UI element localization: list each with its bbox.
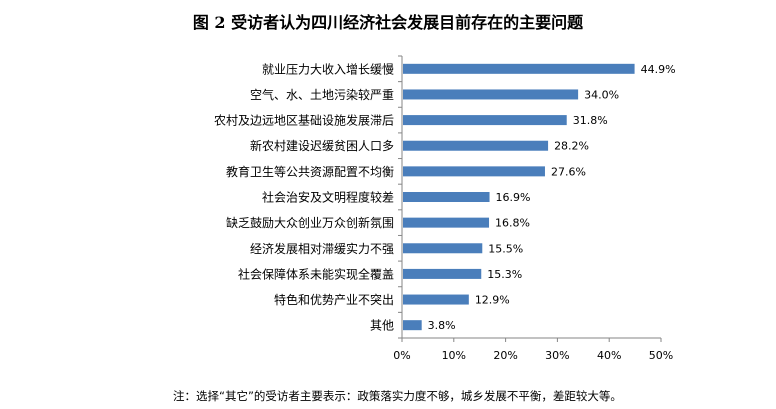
chart-footnote: 注：选择“其它”的受访者主要表示：政策落实力度不够，城乡发展不平衡，差距较大等。 [173, 389, 622, 403]
x-tick-label: 10% [442, 349, 466, 362]
category-label: 经济发展相对滞缓实力不强 [250, 241, 394, 256]
data-label: 12.9% [475, 294, 510, 307]
x-tick-label: 40% [597, 349, 621, 362]
category-label: 农村及边远地区基础设施发展滞后 [214, 113, 394, 128]
category-label: 社会治安及文明程度较差 [262, 190, 394, 205]
data-label: 28.2% [554, 140, 589, 153]
data-label: 44.9% [641, 63, 676, 76]
bar [403, 63, 635, 74]
bar [403, 89, 579, 100]
x-tick-label: 0% [393, 349, 410, 362]
x-tick-label: 50% [649, 349, 673, 362]
chart-title: 图 2 受访者认为四川经济社会发展目前存在的主要问题 [192, 13, 584, 32]
data-label: 27.6% [551, 165, 586, 178]
bar [403, 294, 469, 305]
bar [403, 217, 490, 228]
bar [403, 140, 549, 151]
category-label: 社会保障体系未能实现全覆盖 [238, 266, 394, 281]
bar [403, 268, 482, 279]
category-label: 其他 [370, 319, 394, 333]
category-label: 空气、水、土地污染较严重 [250, 87, 394, 102]
data-label: 34.0% [584, 88, 619, 101]
bar [403, 192, 490, 202]
data-label: 16.8% [495, 217, 530, 230]
data-label: 31.8% [573, 114, 608, 127]
bar [403, 115, 567, 126]
category-label: 教育卫生等公共资源配置不均衡 [226, 164, 394, 179]
category-label: 就业压力大收入增长缓慢 [262, 62, 394, 76]
bar-chart: 0% 10% 20% 30% 40% 50% 就业压力大收入增长缓慢 44.9% 空气、水、土地… [214, 55, 676, 362]
bar [403, 243, 483, 254]
data-label: 3.8% [428, 319, 456, 332]
category-label: 缺乏鼓励大众创业万众创新氛围 [226, 215, 394, 230]
data-label: 16.9% [496, 191, 531, 204]
bar [403, 166, 545, 177]
category-label: 特色和优势产业不突出 [274, 292, 394, 307]
x-tick-label: 30% [545, 349, 569, 362]
data-label: 15.5% [488, 242, 523, 255]
data-label: 15.3% [487, 268, 522, 281]
x-tick-label: 20% [493, 349, 517, 362]
bar [403, 320, 422, 331]
category-label: 新农村建设迟缓贫困人口多 [250, 138, 394, 153]
